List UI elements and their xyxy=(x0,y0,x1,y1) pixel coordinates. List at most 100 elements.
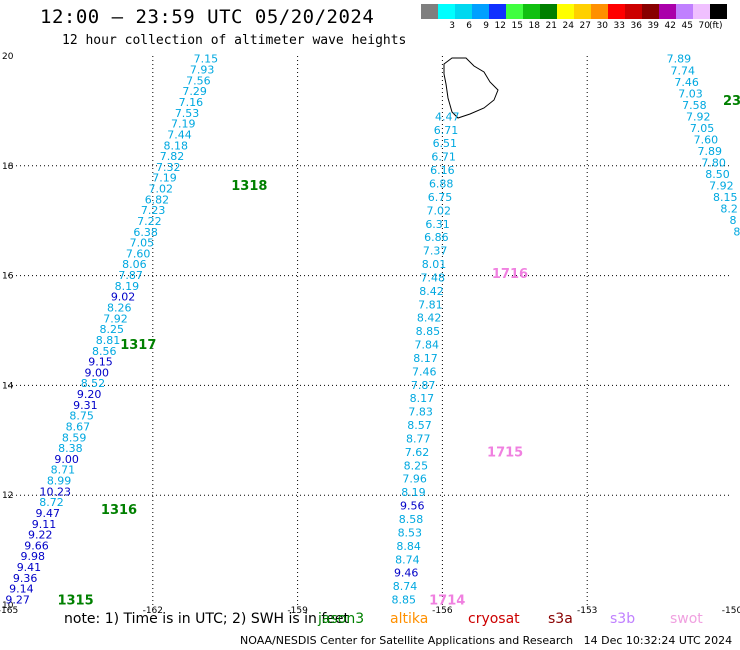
swh-value-label: 6.88 xyxy=(429,177,454,190)
swh-value-label: 7.82 xyxy=(160,150,185,163)
swh-value-label: 8.74 xyxy=(393,580,418,593)
scale-swatch xyxy=(625,4,642,19)
satellite-legend-item: s3a xyxy=(548,611,573,627)
swh-value-label: 7.89 xyxy=(698,145,723,158)
swh-value-label: 7.32 xyxy=(156,161,181,174)
scale-swatch xyxy=(472,4,489,19)
scale-swatch xyxy=(574,4,591,19)
scale-swatch xyxy=(540,4,557,19)
swh-value-label: 8.06 xyxy=(122,258,147,271)
lat-tick-label: 16 xyxy=(2,272,14,282)
swh-value-label: 8.85 xyxy=(392,594,417,607)
swh-value-label: 7.84 xyxy=(414,339,439,352)
units-note: note: 1) Time is in UTC; 2) SWH is in fe… xyxy=(64,611,350,627)
swh-value-label: 7.16 xyxy=(179,96,204,109)
lon-tick-label: -150 xyxy=(722,606,740,616)
swh-value-label: 8.85 xyxy=(416,325,441,338)
swh-value-label: 8.42 xyxy=(417,312,442,325)
swh-value-label: 9.56 xyxy=(400,500,425,513)
swh-value-label: 7.44 xyxy=(167,128,192,141)
swh-value-label: 8.72 xyxy=(39,496,64,509)
swh-value-label: 9.00 xyxy=(84,366,109,379)
scale-label: 18 xyxy=(528,21,540,31)
scale-swatch xyxy=(693,4,710,19)
swh-value-label: 8.25 xyxy=(100,323,125,336)
pass-time-label: 1716 xyxy=(492,267,528,282)
pass-time-label: 1715 xyxy=(487,445,523,460)
swh-value-label: 8.25 xyxy=(404,459,429,472)
map-title: 12:00 – 23:59 UTC 05/20/2024 xyxy=(40,6,375,28)
swh-value-label: 8.15 xyxy=(713,191,738,204)
swh-value-label: 8.58 xyxy=(399,513,424,526)
swh-value-label: 7.80 xyxy=(701,157,726,170)
scale-swatch xyxy=(676,4,693,19)
swh-value-label: 9.27 xyxy=(5,594,30,607)
swh-value-label: 6.71 xyxy=(434,124,459,137)
lon-tick-label: -156 xyxy=(432,606,453,616)
scale-swatch xyxy=(557,4,574,19)
swh-value-label: 8.59 xyxy=(62,431,87,444)
swh-value-label: 6.82 xyxy=(145,193,170,206)
scale-label: 6 xyxy=(466,21,472,31)
satellite-legend-item: s3b xyxy=(610,611,636,627)
map-subtitle: 12 hour collection of altimeter wave hei… xyxy=(62,33,407,48)
credit-line: NOAA/NESDIS Center for Satellite Applica… xyxy=(240,634,732,647)
swh-value-label: 9.15 xyxy=(88,356,113,369)
scale-swatch xyxy=(455,4,472,19)
swh-value-label: 10.23 xyxy=(40,485,72,498)
pass-time-label: 23 xyxy=(723,94,740,109)
swh-value-label: 7.60 xyxy=(694,133,719,146)
scale-swatch xyxy=(642,4,659,19)
swh-value-label: 7.56 xyxy=(186,74,211,87)
swh-value-label: 6.75 xyxy=(428,191,453,204)
swh-value-label: 7.87 xyxy=(118,269,143,282)
swh-value-label: 8.26 xyxy=(107,301,132,314)
pass-time-label: 1714 xyxy=(429,594,465,609)
swh-value-label: 7.62 xyxy=(405,446,430,459)
swh-value-label: 9.22 xyxy=(28,529,53,542)
swh-value-label: 7.92 xyxy=(709,180,734,193)
swh-value-label: 9.98 xyxy=(20,550,45,563)
swh-value-label: 8.17 xyxy=(413,352,438,365)
swh-value-label: 7.23 xyxy=(141,204,166,217)
swh-value-label: 7.53 xyxy=(175,107,200,120)
swh-value-label: 9.66 xyxy=(24,539,49,552)
swh-value-label: 7.05 xyxy=(690,122,715,135)
swh-value-label: 7.46 xyxy=(412,365,437,378)
swh-value-label: 8.18 xyxy=(164,139,189,152)
swh-value-label: 8.50 xyxy=(705,168,730,181)
swh-value-label: 8.01 xyxy=(422,258,447,271)
scale-label: 15 xyxy=(511,21,523,31)
swh-value-label: 7.19 xyxy=(171,118,196,131)
lat-tick-label: 14 xyxy=(2,381,14,391)
scale-swatch xyxy=(421,4,438,19)
swh-value-label: 7.89 xyxy=(667,53,692,66)
swh-value-label: 8.74 xyxy=(395,553,420,566)
swh-value-label: 6.16 xyxy=(430,164,455,177)
satellite-legend-item: jason3 xyxy=(318,611,365,627)
swh-value-label: 8.67 xyxy=(66,420,91,433)
lon-tick-label: -162 xyxy=(143,606,163,616)
coastline-hawaii xyxy=(443,57,499,119)
swh-value-label: 8.77 xyxy=(406,432,431,445)
swh-value-label: 9.41 xyxy=(17,561,42,574)
swh-value-label: 8 xyxy=(733,226,740,239)
scale-label: 9 xyxy=(483,21,489,31)
swh-value-label: 6.51 xyxy=(433,137,458,150)
swh-value-label: 8.19 xyxy=(115,280,140,293)
swh-value-label: 8.52 xyxy=(81,377,106,390)
swh-value-label: 8.56 xyxy=(92,345,117,358)
swh-value-label: 7.05 xyxy=(130,237,155,250)
swh-value-label: 7.29 xyxy=(182,85,207,98)
scale-swatch xyxy=(438,4,455,19)
swh-value-label: 8.84 xyxy=(396,540,421,553)
scale-label: 24 xyxy=(562,21,574,31)
scale-label: 70 xyxy=(698,21,710,31)
swh-value-label: 8.99 xyxy=(47,475,72,488)
swh-value-label: 8.38 xyxy=(58,442,83,455)
swh-value-label: 7.02 xyxy=(148,183,173,196)
lat-tick-label: 18 xyxy=(2,162,14,172)
swh-value-label: 8.53 xyxy=(398,526,423,539)
swh-value-label: 7.46 xyxy=(674,76,699,89)
scale-label: 3 xyxy=(449,21,455,31)
